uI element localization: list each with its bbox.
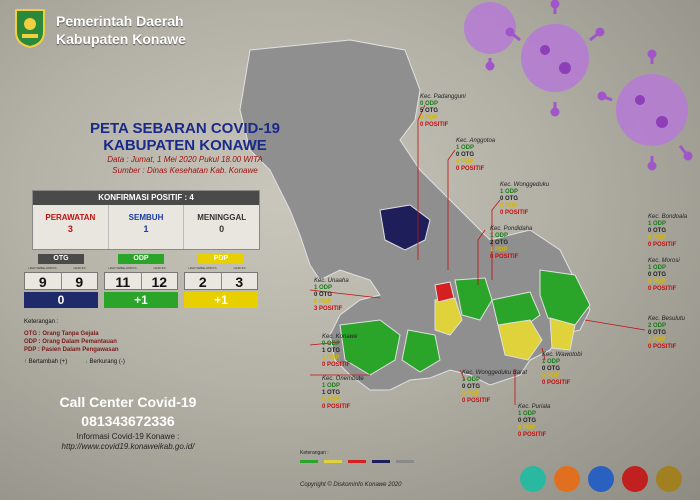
district-konawe: Kec. Konawe 0 ODP 1 OTG 1 PDP 0 POSITIF xyxy=(322,334,358,368)
tni-logo-icon xyxy=(622,466,648,492)
konawe-logo xyxy=(15,9,45,48)
district-onembute: Kec. Onembute 1 ODP 1 OTG 0 PDP 0 POSITIF xyxy=(322,376,364,410)
map-subtitle: Data : Jumat, 1 Mei 2020 Pukul 18.00 WIT… xyxy=(107,155,263,175)
virus-illustration xyxy=(464,0,693,171)
district-unaaha: Kec. Unaaha 1 ODP 0 OTG 0 PDP 3 POSITIF xyxy=(314,278,349,312)
perawatan-cell: PERAWATAN 3 xyxy=(33,205,109,249)
region-green-5 xyxy=(401,329,441,373)
district-anggotoa: Kec. Anggotoa 1 ODP 0 OTG 0 PDP 0 POSITIF xyxy=(456,138,496,172)
district-padangguni: Kec. Padangguni 0 ODP 5 OTG 0 PDP 0 POSITIF xyxy=(420,94,466,128)
region-green-4 xyxy=(339,319,401,376)
district-puriala: Kec. Puriala 1 ODP 0 OTG 0 PDP 0 POSITIF xyxy=(518,404,551,438)
polri-logo-icon xyxy=(656,466,682,492)
kominfo-logo-icon xyxy=(588,466,614,492)
confirmed-panel: KONFIRMASI POSITIF : 4 PERAWATAN 3 SEMBU… xyxy=(32,190,260,250)
footer-logos xyxy=(520,466,690,496)
arrow-up-icon: ↑ xyxy=(24,359,27,365)
sembuh-cell: SEMBUH 1 xyxy=(109,205,185,249)
health-logo-icon xyxy=(520,466,546,492)
district-pondidaha: Kec. Pondidaha 1 ODP 2 OTG 1 PDP 0 POSITIF xyxy=(490,226,533,260)
odp-group: ODP HARI SEBELUMNYA HARI INI 11 12 +1 xyxy=(104,254,178,308)
district-wawotobi: Kec. Wawotobi 1 ODP 0 OTG 0 PDP 0 POSITIF xyxy=(542,352,582,386)
callcenter-number: 081343672336 xyxy=(81,413,175,429)
district-bondoala: Kec. Bondoala 1 ODP 0 OTG 0 PDP 0 POSITIF xyxy=(648,214,688,248)
map-title: PETA SEBARAN COVID-19 KABUPATEN KONAWE xyxy=(89,120,281,154)
confirmed-header: KONFIRMASI POSITIF : 4 xyxy=(33,191,259,205)
bnpb-logo-icon xyxy=(554,466,580,492)
konawe-map xyxy=(239,39,646,405)
map-legend: Keterangan : xyxy=(300,450,460,470)
region-unaaha xyxy=(434,281,455,303)
callcenter-info: Informasi Covid-19 Konawe : http://www.c… xyxy=(61,432,195,451)
region-green-1 xyxy=(454,277,493,321)
callcenter-title: Call Center Covid-19 xyxy=(59,394,197,410)
district-wonggeduku-barat: Kec. Wonggeduku Barat 1 ODP 0 OTG 0 PDP 0 PO… xyxy=(462,370,528,404)
district-besulutu: Kec. Besulutu 2 ODP 0 OTG 1 PDP 0 POSITIF xyxy=(648,316,686,350)
meninggal-cell: MENINGGAL 0 xyxy=(197,213,247,234)
header-title: Pemerintah Daerah Kabupaten Konawe xyxy=(56,13,186,47)
arrow-down-icon: ↓ xyxy=(84,359,88,365)
copyright: Copyright © Diskominfo Konawe 2020 xyxy=(300,482,402,488)
region-padangguni xyxy=(379,204,431,251)
region-yellow-3 xyxy=(549,317,576,351)
district-morosi: Kec. Morosi 1 ODP 0 OTG 0 PDP 0 POSITIF xyxy=(648,258,680,292)
district-wonggeduku: Kec. Wonggeduku 1 ODP 0 OTG 0 PDP 0 POSITIF xyxy=(500,182,550,216)
legend: Keterangan : OTG : Orang Tanpa Gejala OD… xyxy=(24,319,125,365)
map-legend-swatches xyxy=(300,460,414,463)
region-yellow-2 xyxy=(497,319,543,361)
